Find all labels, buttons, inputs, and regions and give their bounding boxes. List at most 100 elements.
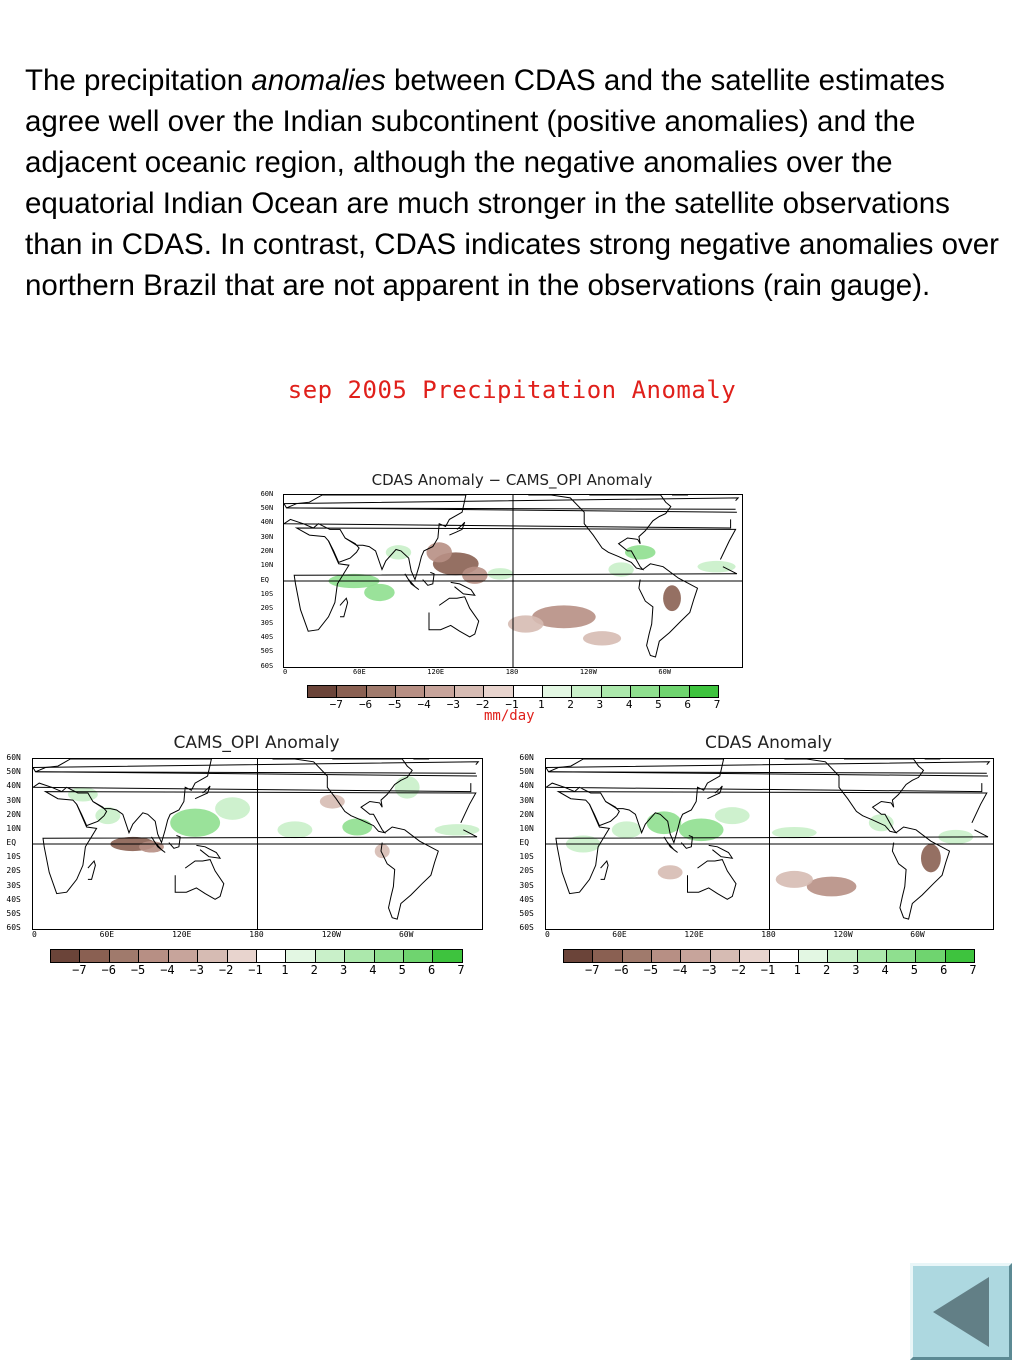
lat-tick-label: 10N xyxy=(519,823,534,833)
colorbar-label: 4 xyxy=(881,963,889,977)
lon-tick-label: 120W xyxy=(579,668,597,676)
lon-tick-label: 0 xyxy=(32,930,37,939)
positive-anomaly-region xyxy=(95,807,121,825)
coastline xyxy=(33,759,478,845)
negative-anomaly-region xyxy=(663,585,681,612)
coastline xyxy=(87,859,96,880)
lat-tick-label: 50N xyxy=(260,503,274,512)
colorbar-swatch xyxy=(564,950,594,962)
coastline xyxy=(784,759,925,834)
colorbar-label: 5 xyxy=(910,963,919,977)
lat-tick-label: 10S xyxy=(6,852,21,862)
lat-tick-label: 10N xyxy=(6,823,21,833)
positive-anomaly-region xyxy=(624,545,656,560)
colorbar-swatch xyxy=(769,950,799,962)
coastline xyxy=(707,785,723,800)
colorbar-swatch xyxy=(404,950,434,962)
colorbar-swatch xyxy=(425,686,455,697)
lon-tick-label: 60E xyxy=(99,930,115,939)
positive-anomaly-region xyxy=(646,811,682,835)
negative-anomaly-region xyxy=(139,841,164,853)
colorbar-label: 2 xyxy=(822,963,831,977)
lat-tick-label: 40N xyxy=(6,781,21,791)
colorbar-swatch xyxy=(740,950,770,962)
lat-tick-label: 10S xyxy=(519,852,534,862)
coastline xyxy=(528,495,672,571)
colorbar-swatch xyxy=(198,950,228,962)
lat-tick-label: 30N xyxy=(260,532,274,541)
colorbar-swatch xyxy=(630,686,661,697)
negative-anomaly-region xyxy=(462,566,488,584)
colorbar-label: −7 xyxy=(585,963,600,977)
colorbar-swatch xyxy=(109,950,140,962)
negative-anomaly-region xyxy=(775,870,813,888)
lon-tick-label: 180 xyxy=(249,930,264,939)
lat-tick-label: EQ xyxy=(6,838,17,847)
colorbar-label: −1 xyxy=(505,698,519,711)
colorbar-label: 5 xyxy=(398,963,406,977)
colorbar-label: −2 xyxy=(218,963,234,977)
coastline xyxy=(708,844,734,859)
lat-tick-label: 50S xyxy=(519,908,534,918)
anomaly-map xyxy=(33,759,482,929)
colorbar-label: 4 xyxy=(369,963,377,977)
coastline xyxy=(404,573,420,591)
colorbar-swatch xyxy=(51,950,81,962)
lon-tick-label: 0 xyxy=(545,930,550,939)
lat-tick-label: 20N xyxy=(519,809,534,819)
colorbar-label: −6 xyxy=(614,963,629,977)
coastline xyxy=(638,563,699,658)
positive-anomaly-region xyxy=(611,821,642,839)
lon-tick-label: 60W xyxy=(658,668,672,676)
colorbar-swatch xyxy=(601,686,631,697)
positive-anomaly-region xyxy=(342,818,373,836)
lat-tick-label: 30S xyxy=(519,880,534,890)
paragraph-text-start: The precipitation xyxy=(25,64,252,97)
paragraph-text-end: between CDAS and the satellite estimates… xyxy=(25,64,999,302)
map-area xyxy=(545,758,994,930)
colorbar-swatch xyxy=(660,686,690,697)
coastline xyxy=(450,581,476,596)
colorbar-swatch xyxy=(681,950,711,962)
colorbar-label: 1 xyxy=(281,963,289,977)
positive-anomaly-region xyxy=(487,568,513,580)
coastline xyxy=(33,761,480,774)
lat-tick-label: 30N xyxy=(519,795,534,805)
lon-tick-label: 60E xyxy=(612,930,627,939)
coastline xyxy=(272,759,413,834)
coastline xyxy=(284,495,737,582)
coastline xyxy=(428,596,480,638)
positive-anomaly-region xyxy=(170,808,221,837)
colorbar-swatch xyxy=(857,950,887,962)
negative-anomaly-region xyxy=(582,631,622,646)
panel-title: CDAS Anomaly − CAMS_OPI Anomaly xyxy=(371,471,653,489)
colorbar xyxy=(50,949,463,963)
lat-tick-label: 50N xyxy=(6,767,21,777)
negative-anomaly-region xyxy=(806,876,857,897)
back-button[interactable] xyxy=(910,1263,1012,1360)
colorbar-swatch xyxy=(798,950,829,962)
lat-tick-label: 60N xyxy=(519,753,534,762)
colorbar-swatch xyxy=(80,950,110,962)
coastline xyxy=(600,859,609,880)
coastline xyxy=(42,791,478,895)
negative-anomaly-region xyxy=(374,844,390,859)
colorbar-swatch xyxy=(308,686,338,697)
colorbar-swatch xyxy=(828,950,858,962)
colorbar-label: −1 xyxy=(248,963,263,977)
negative-anomaly-region xyxy=(657,865,683,880)
colorbar-label: −3 xyxy=(446,698,461,711)
colorbar-swatch xyxy=(315,950,346,962)
map-panel-cdas: CDAS Anomaly 60N 50N 40N 30N 20N 10N EQ 10S 20S 30… xyxy=(515,730,1022,990)
colorbar-label: 1 xyxy=(793,963,801,977)
lat-tick-label: 60S xyxy=(260,661,274,670)
colorbar-label: 7 xyxy=(969,963,977,977)
map-panel-difference: CDAS Anomaly − CAMS_OPI Anomaly 60N 50N 40N… xyxy=(253,470,771,730)
colorbar-label: −6 xyxy=(101,963,116,977)
colorbar-label: −3 xyxy=(702,963,717,977)
lon-tick-label: 60W xyxy=(398,930,414,939)
lat-tick-label: 40N xyxy=(519,781,534,791)
colorbar-label: −4 xyxy=(672,963,688,977)
coastline xyxy=(194,785,211,800)
colorbar-swatch xyxy=(396,686,426,697)
